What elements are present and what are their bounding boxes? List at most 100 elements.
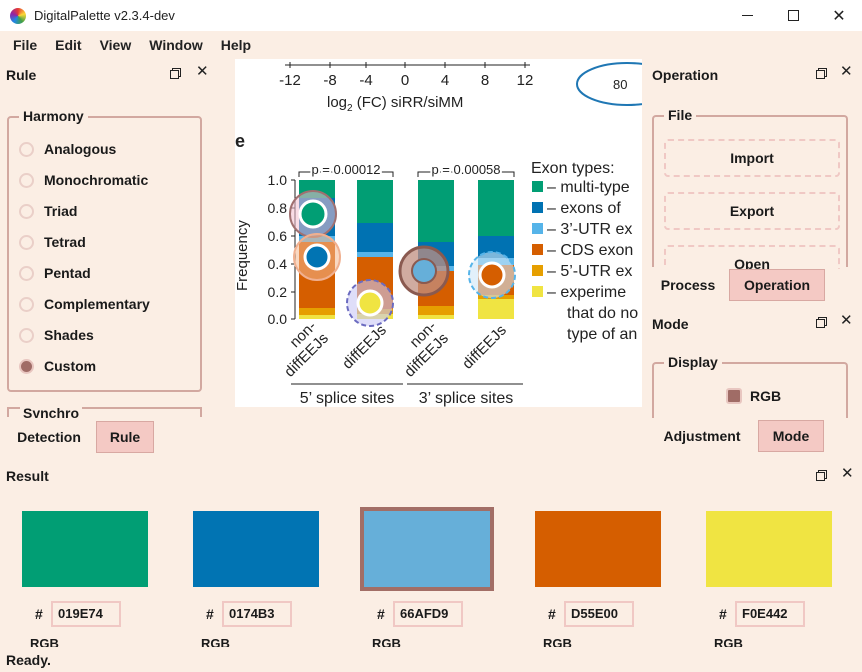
group-label: 5’ splice sites bbox=[300, 390, 395, 407]
tab-rule[interactable]: Rule bbox=[96, 421, 154, 453]
close-dock-icon[interactable]: ✕ bbox=[841, 465, 854, 482]
title-bar: DigitalPalette v2.3.4-dev ✕ bbox=[0, 0, 862, 31]
close-icon: ✕ bbox=[832, 7, 846, 25]
tab-operation[interactable]: Operation bbox=[729, 269, 825, 301]
hex-input-5[interactable]: F0E442 bbox=[735, 601, 805, 627]
figure-image: -12 -8 -4 0 4 8 12 log2 (FC) siRR/siMM 8… bbox=[235, 59, 642, 407]
y-axis-label: Frequency bbox=[235, 220, 251, 291]
display-option-rgb[interactable]: RGB bbox=[726, 388, 781, 404]
harmony-option-analogous[interactable]: Analogous bbox=[19, 141, 116, 157]
close-window-button[interactable]: ✕ bbox=[816, 0, 862, 31]
option-label: Pentad bbox=[44, 265, 91, 281]
radio-icon bbox=[19, 265, 34, 281]
harmony-option-shades[interactable]: Shades bbox=[19, 327, 94, 343]
maximize-button[interactable] bbox=[770, 0, 816, 31]
export-button[interactable]: Export bbox=[664, 192, 840, 230]
menu-file[interactable]: File bbox=[13, 37, 38, 53]
top-tick: -12 bbox=[279, 72, 301, 89]
float-dock-icon[interactable] bbox=[816, 317, 827, 328]
legend-item: – 5’-UTR ex bbox=[547, 263, 632, 280]
radio-icon bbox=[19, 296, 34, 312]
legend-item: – CDS exon bbox=[547, 242, 633, 259]
top-tick: 12 bbox=[517, 72, 534, 89]
operation-dock-title: Operation bbox=[652, 67, 719, 83]
y-tick: 0.0 bbox=[268, 311, 288, 327]
tab-adjustment[interactable]: Adjustment bbox=[663, 428, 741, 444]
display-title: Display bbox=[664, 354, 722, 370]
p-value-right: p = 0.00058 bbox=[431, 162, 500, 177]
rule-dock-title: Rule bbox=[6, 67, 37, 83]
image-view[interactable]: -12 -8 -4 0 4 8 12 log2 (FC) siRR/siMM 8… bbox=[218, 59, 642, 452]
harmony-option-custom[interactable]: Custom bbox=[19, 358, 96, 374]
close-dock-icon[interactable]: ✕ bbox=[196, 63, 209, 80]
menu-edit[interactable]: Edit bbox=[55, 37, 82, 53]
menu-window[interactable]: Window bbox=[149, 37, 203, 53]
legend-extra: that do no bbox=[567, 305, 638, 322]
legend-item: – 3’-UTR ex bbox=[547, 221, 632, 238]
menu-help[interactable]: Help bbox=[220, 37, 252, 53]
radio-icon bbox=[19, 234, 34, 250]
y-tick: 0.6 bbox=[268, 228, 288, 244]
top-tick: -4 bbox=[359, 72, 372, 89]
color-swatch-1[interactable] bbox=[22, 511, 148, 587]
menu-view[interactable]: View bbox=[99, 37, 132, 53]
minimize-icon bbox=[741, 15, 753, 16]
display-option-label: RGB bbox=[750, 388, 782, 404]
color-swatch-2[interactable] bbox=[193, 511, 319, 587]
option-label: Complementary bbox=[44, 296, 150, 312]
option-label: Tetrad bbox=[44, 234, 86, 250]
hex-input-2[interactable]: 0174B3 bbox=[222, 601, 292, 627]
hex-input-1[interactable]: 019E74 bbox=[51, 601, 121, 627]
status-bar: Ready. bbox=[0, 648, 862, 672]
hash-label: # bbox=[548, 606, 556, 622]
rule-dock: Rule ✕ Harmony Analogous Monochromatic T… bbox=[0, 59, 218, 453]
harmony-option-monochromatic[interactable]: Monochromatic bbox=[19, 172, 148, 188]
synchro-title: Synchro bbox=[20, 407, 83, 418]
y-tick: 1.0 bbox=[268, 172, 288, 188]
tab-detection[interactable]: Detection bbox=[17, 429, 81, 445]
float-dock-icon[interactable] bbox=[816, 68, 827, 79]
rgb-label: RGB bbox=[201, 637, 230, 647]
tab-process[interactable]: Process bbox=[660, 277, 716, 293]
hex-input-3[interactable]: 66AFD9 bbox=[393, 601, 463, 627]
harmony-option-tetrad[interactable]: Tetrad bbox=[19, 234, 86, 250]
synchro-group bbox=[7, 407, 202, 417]
hex-input-4[interactable]: D55E00 bbox=[564, 601, 634, 627]
float-dock-icon[interactable] bbox=[170, 68, 181, 79]
file-group: File Import Export Open bbox=[652, 107, 848, 269]
top-tick: 4 bbox=[441, 72, 449, 89]
hash-label: # bbox=[719, 606, 727, 622]
open-button[interactable]: Open bbox=[664, 245, 840, 269]
bar-label: diffEEJs bbox=[339, 322, 390, 373]
result-title: Result bbox=[6, 468, 49, 484]
color-picker-markers bbox=[289, 190, 516, 327]
color-swatch-3[interactable] bbox=[360, 507, 494, 591]
option-label: Monochromatic bbox=[44, 172, 149, 188]
bar-label: diffEEJs bbox=[459, 322, 510, 373]
float-dock-icon[interactable] bbox=[816, 470, 827, 481]
y-tick: 0.2 bbox=[268, 284, 288, 300]
import-button[interactable]: Import bbox=[664, 139, 840, 177]
harmony-option-complementary[interactable]: Complementary bbox=[19, 296, 150, 312]
color-swatch-4[interactable] bbox=[535, 511, 661, 587]
harmony-option-pentad[interactable]: Pentad bbox=[19, 265, 91, 281]
option-label: Triad bbox=[44, 203, 78, 219]
rgb-label: RGB bbox=[372, 637, 401, 647]
option-label: Analogous bbox=[44, 141, 117, 157]
mode-dock-title: Mode bbox=[652, 316, 689, 332]
menu-bar: File Edit View Window Help bbox=[0, 31, 862, 59]
hash-label: # bbox=[377, 606, 385, 622]
close-dock-icon[interactable]: ✕ bbox=[840, 63, 853, 80]
harmony-option-triad[interactable]: Triad bbox=[19, 203, 77, 219]
open-button-clip: Open bbox=[664, 245, 840, 269]
app-logo-icon bbox=[10, 7, 26, 24]
top-axis-label: log2 (FC) siRR/siMM bbox=[327, 94, 463, 114]
radio-icon bbox=[19, 172, 34, 188]
radio-icon bbox=[19, 141, 34, 157]
tab-mode[interactable]: Mode bbox=[758, 420, 824, 452]
p-value-left: p = 0.00012 bbox=[311, 162, 380, 177]
minimize-button[interactable] bbox=[724, 0, 770, 31]
rgb-label: RGB bbox=[543, 637, 572, 647]
close-dock-icon[interactable]: ✕ bbox=[840, 312, 853, 329]
color-swatch-5[interactable] bbox=[706, 511, 832, 587]
